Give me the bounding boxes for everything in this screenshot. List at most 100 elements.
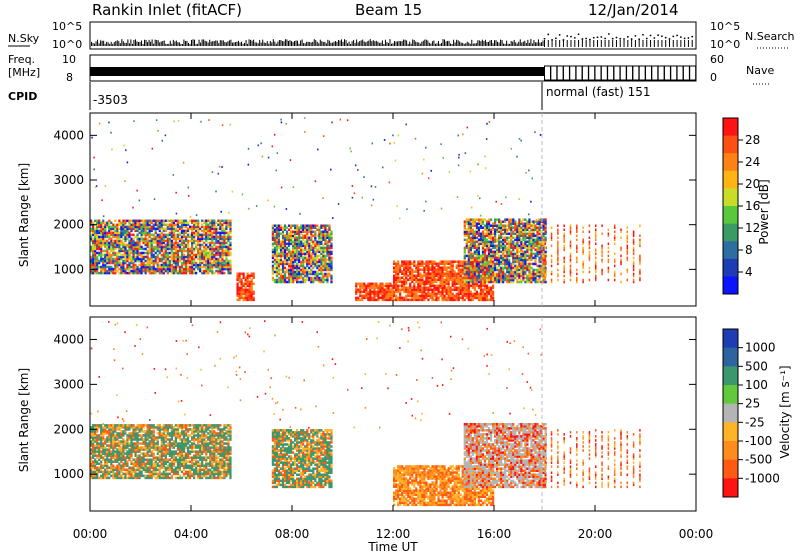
data-cell — [328, 260, 331, 264]
data-cell — [449, 296, 452, 300]
data-cell — [487, 292, 491, 296]
data-cell — [387, 290, 390, 294]
data-cell — [186, 267, 190, 271]
data-cell — [292, 242, 295, 246]
data-cell — [172, 253, 176, 257]
data-cell — [314, 274, 317, 278]
data-cell — [542, 228, 545, 231]
data-cell — [518, 250, 521, 254]
data-cell — [324, 230, 327, 234]
data-cell — [252, 292, 255, 296]
data-cell — [479, 236, 483, 240]
data-cell — [118, 243, 121, 247]
data-cell — [186, 257, 190, 261]
data-cell — [104, 235, 107, 239]
data-cell — [557, 240, 559, 244]
data-cell — [461, 286, 464, 290]
data-cell — [172, 247, 176, 251]
data-cell — [483, 252, 487, 256]
data-cell — [483, 274, 487, 278]
data-cell — [191, 219, 194, 223]
data-cell — [520, 262, 523, 266]
data-cell — [316, 262, 319, 266]
data-cell — [373, 294, 376, 298]
data-cell — [120, 247, 123, 251]
data-cell — [92, 257, 95, 261]
data-cell — [94, 251, 97, 255]
data-cell — [294, 248, 297, 252]
data-cell — [217, 223, 220, 227]
data-cell — [475, 244, 479, 248]
data-cell — [148, 247, 151, 251]
data-cell — [477, 240, 481, 244]
data-cell — [491, 240, 495, 244]
data-cell — [283, 258, 287, 262]
data-cell — [479, 234, 483, 238]
data-cell — [506, 232, 509, 236]
data-cell — [156, 247, 159, 251]
data-cell — [487, 256, 491, 260]
data-cell — [405, 266, 408, 269]
data-cell — [110, 239, 113, 243]
data-cell — [510, 238, 513, 242]
data-cell — [298, 272, 301, 276]
data-cell — [496, 246, 499, 250]
data-cell — [195, 233, 198, 237]
data-cell — [524, 264, 527, 268]
data-cell — [397, 272, 400, 276]
data-cell — [146, 269, 149, 273]
data-cell — [457, 278, 460, 282]
data-cell — [397, 268, 400, 271]
data-cell — [588, 224, 591, 227]
data-cell — [104, 233, 107, 237]
data-cell — [178, 257, 182, 261]
data-cell — [203, 219, 206, 223]
data-cell — [174, 271, 178, 275]
data-cell — [240, 284, 243, 288]
data-cell — [110, 227, 113, 231]
data-cell — [522, 236, 525, 240]
data-cell — [423, 284, 426, 288]
data-cell — [112, 227, 115, 231]
data-cell — [124, 247, 127, 251]
data-cell — [449, 268, 452, 271]
data-cell — [477, 260, 481, 264]
data-cell — [401, 272, 404, 276]
data-cell — [399, 280, 402, 284]
data-cell — [520, 220, 523, 223]
data-cell — [473, 246, 476, 250]
data-cell — [481, 274, 485, 278]
data-cell — [215, 253, 218, 257]
data-cell — [443, 288, 446, 292]
data-cell — [518, 262, 521, 266]
data-cell — [248, 274, 251, 278]
data-cell — [221, 255, 224, 259]
data-cell — [96, 265, 99, 269]
data-cell — [475, 252, 479, 256]
data-cell — [504, 256, 507, 260]
data-cell — [170, 267, 173, 271]
data-cell — [526, 226, 529, 229]
data-cell — [532, 220, 535, 223]
data-cell — [514, 272, 517, 276]
data-cell — [491, 242, 495, 246]
data-cell — [508, 228, 511, 231]
data-cell — [312, 234, 315, 238]
data-cell — [144, 243, 147, 247]
data-cell — [148, 267, 151, 271]
data-cell — [116, 227, 119, 231]
data-cell — [281, 278, 285, 282]
data-cell — [126, 271, 129, 275]
data-cell — [287, 242, 291, 246]
data-cell — [465, 220, 468, 223]
data-cell — [506, 276, 509, 280]
data-cell — [221, 219, 224, 223]
data-cell — [298, 252, 301, 256]
data-cell — [510, 240, 513, 244]
data-cell — [538, 246, 541, 250]
data-cell — [510, 252, 513, 256]
data-cell — [106, 223, 109, 227]
data-cell — [152, 225, 155, 229]
data-cell — [112, 223, 115, 227]
data-cell — [465, 272, 468, 276]
